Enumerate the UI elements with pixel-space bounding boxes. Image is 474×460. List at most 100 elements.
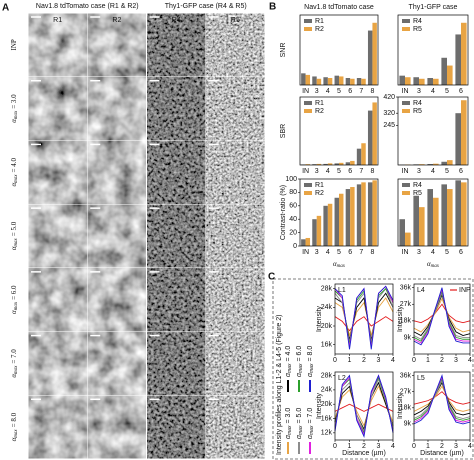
subscript: max <box>14 174 19 183</box>
bar <box>316 163 322 165</box>
y-tick-label: 9k <box>404 334 412 341</box>
bar <box>447 160 453 165</box>
x-tick-label: 3 <box>377 357 381 364</box>
bar <box>441 184 447 246</box>
x-tick-label: 4 <box>431 168 435 175</box>
label-text: = 7.0 <box>10 349 18 364</box>
microscopy-image <box>28 140 87 204</box>
profile-line <box>413 379 471 419</box>
profile-line <box>334 316 394 332</box>
bar <box>372 22 377 85</box>
panel-label: A <box>2 3 9 14</box>
legend-label: αmax= 5.0 <box>296 408 304 439</box>
bar <box>433 78 439 85</box>
x-tick-label: 4 <box>468 357 472 364</box>
legend-swatch <box>304 191 312 195</box>
x-tick-label: 3 <box>417 249 421 256</box>
x-tick-label: 7 <box>359 249 363 256</box>
y-tick-label: 100 <box>285 176 297 183</box>
column-label: R2 <box>112 17 121 24</box>
y-tick-label: 28k <box>321 372 333 379</box>
plot-frame <box>334 283 394 355</box>
x-tick-label: 6 <box>348 249 352 256</box>
x-tick-label: 3 <box>417 168 421 175</box>
bar <box>356 148 362 165</box>
subscript: max <box>309 363 315 373</box>
legend-swatch <box>402 191 410 195</box>
microscopy-image <box>28 395 87 459</box>
bar <box>334 163 339 165</box>
x-tick-label: 1 <box>348 357 352 364</box>
microscopy-image <box>87 332 146 395</box>
x-tick-label: 8 <box>370 249 374 256</box>
bar <box>345 78 351 85</box>
x-tick-label: 8 <box>370 168 374 175</box>
bar <box>350 78 355 85</box>
column-label: R1 <box>53 17 62 24</box>
y-tick-label: 0 <box>293 243 297 250</box>
x-axis-label: αmax <box>333 260 346 270</box>
bar <box>327 163 333 165</box>
x-tick-label: IN <box>402 249 409 256</box>
label-text: = 4.0 <box>285 346 292 362</box>
microscopy-image <box>28 204 87 268</box>
row-label: αmax= 7.0 <box>10 349 20 378</box>
bar <box>323 163 328 165</box>
plot-frame <box>397 178 469 247</box>
legend-swatch <box>304 183 312 187</box>
x-tick-label: 5 <box>445 88 449 95</box>
x-tick-label: 0 <box>333 443 337 450</box>
x-tick-label: 4 <box>326 168 330 175</box>
y-tick-label: 16k <box>321 415 333 422</box>
chart-title: Thy1-GFP case <box>409 4 458 11</box>
bar <box>361 182 366 246</box>
bar <box>399 75 405 85</box>
bar <box>433 163 439 165</box>
bar <box>301 73 306 85</box>
microscopy-image <box>147 13 206 77</box>
bar <box>455 180 461 246</box>
row-label: αmax= 3.0 <box>10 94 20 123</box>
bar <box>350 187 355 246</box>
plot-frame <box>397 14 469 86</box>
bar <box>367 110 373 165</box>
profile-line <box>334 377 394 433</box>
symbol: α <box>307 372 314 377</box>
y-tick-label: 12k <box>321 430 333 437</box>
legend-label: R4 <box>413 182 422 189</box>
x-tick-label: 3 <box>315 168 319 175</box>
profile-line <box>334 287 394 343</box>
bar <box>339 193 344 246</box>
side-title: Intensity profiles along L1-2 & L4-5 (Fi… <box>276 315 283 455</box>
x-tick-label: 1 <box>348 443 352 450</box>
label-text: = 5.0 <box>10 221 18 236</box>
y-tick-label: 18k <box>400 405 412 412</box>
bar <box>327 203 333 246</box>
subscript: max <box>309 425 315 435</box>
legend-label: αmax= 7.0 <box>307 408 315 439</box>
column-label: R4 <box>172 17 181 24</box>
y-tick-label: 18k <box>400 318 412 325</box>
microscopy-image <box>87 268 146 332</box>
bar <box>361 78 366 85</box>
microscopy-image <box>87 140 146 204</box>
legend-swatch <box>402 109 410 113</box>
legend-label: αmax= 4.0 <box>285 346 293 377</box>
x-tick-label: 2 <box>362 443 366 450</box>
bar <box>305 74 311 85</box>
y-axis-label: Intensity <box>316 305 323 332</box>
x-tick-label: 3 <box>454 443 458 450</box>
x-tick-label: 7 <box>359 168 363 175</box>
microscopy-image <box>28 268 87 332</box>
label-text: = 3.0 <box>10 94 18 109</box>
label-text: = 5.0 <box>296 408 303 424</box>
legend-swatch <box>304 109 312 113</box>
bar <box>405 232 411 246</box>
bar <box>361 143 366 165</box>
symbol: α <box>10 183 18 187</box>
profile-line <box>334 285 394 350</box>
y-tick-label: 80 <box>289 189 297 196</box>
microscopy-image <box>206 140 265 204</box>
label-text: = 8.0 <box>307 346 314 362</box>
